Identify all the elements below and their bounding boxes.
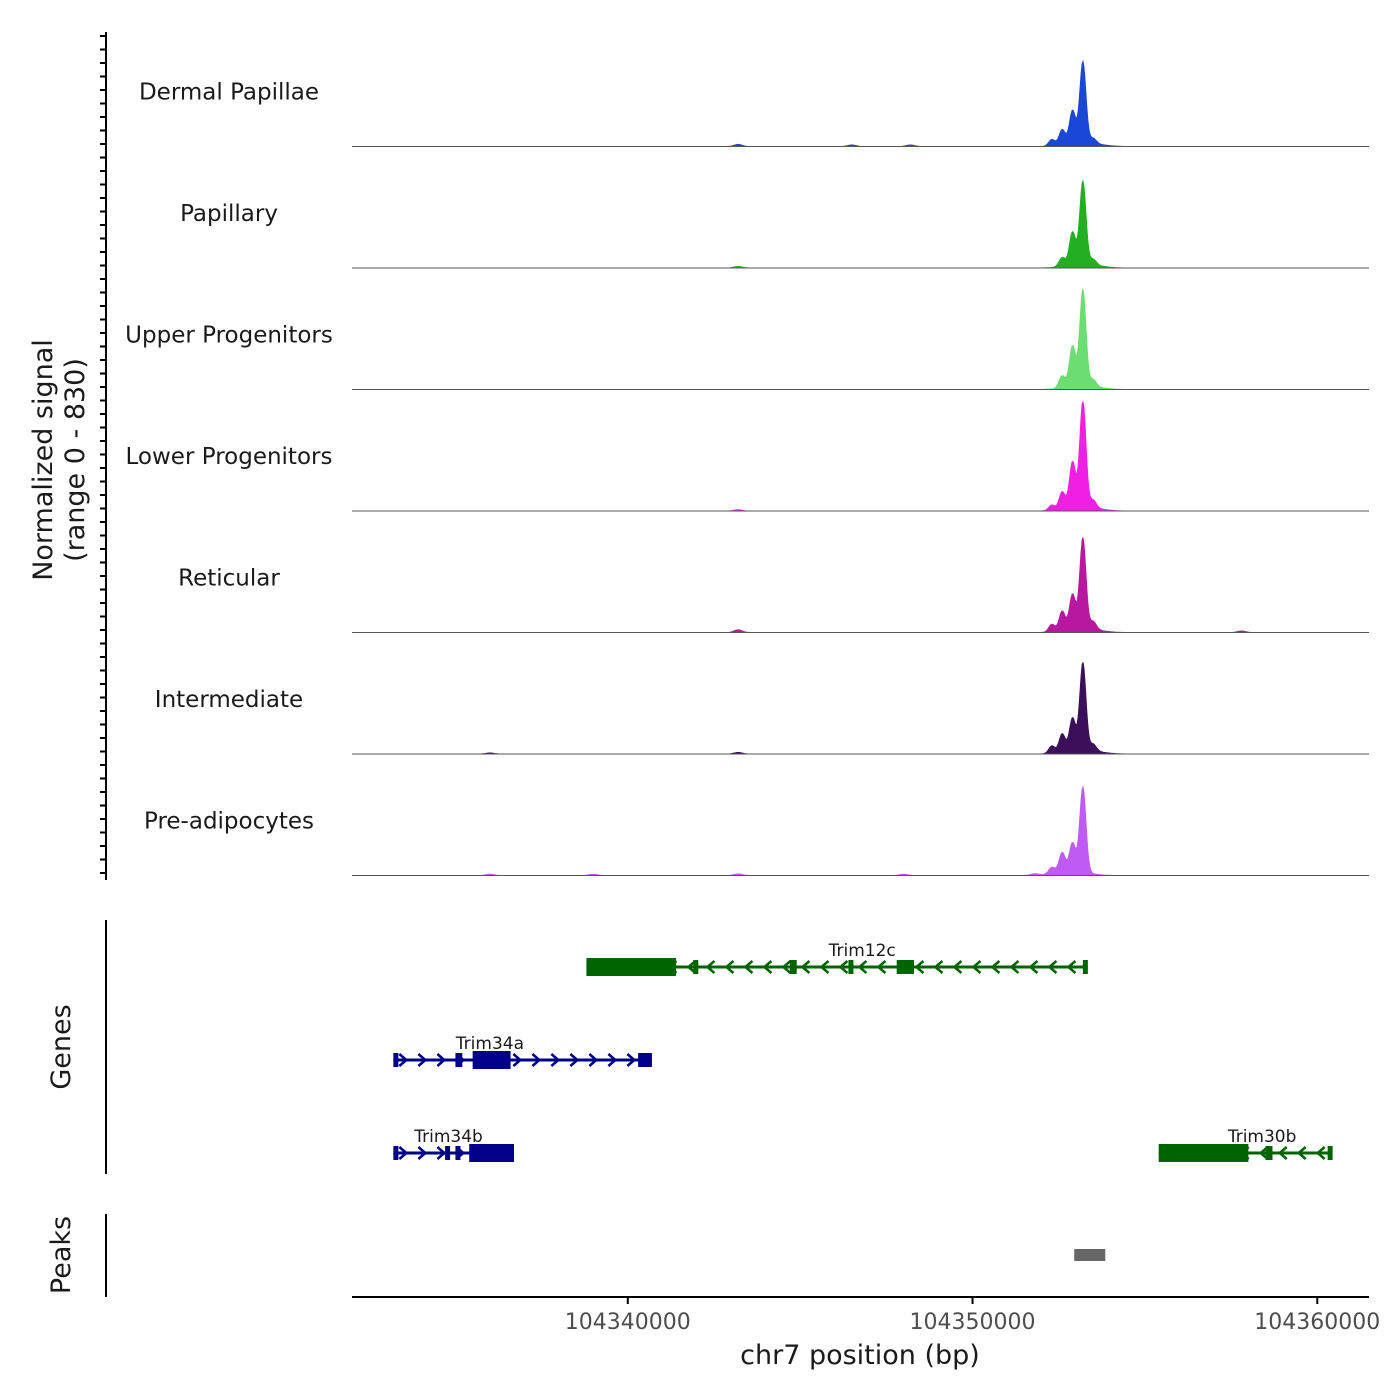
signal-y-label-line2: (range 0 - 830): [60, 358, 91, 562]
track-label: Papillary: [180, 201, 278, 227]
strand-arrow: [800, 960, 811, 974]
coverage-area: [352, 288, 1369, 390]
strand-arrow: [550, 1053, 561, 1067]
track-label: Pre-adipocytes: [144, 809, 314, 835]
strand-arrow: [743, 960, 754, 974]
x-tick-label: 104350000: [910, 1310, 1036, 1335]
strand-arrow: [436, 1053, 447, 1067]
strand-arrow: [914, 960, 925, 974]
strand-arrow: [626, 1053, 637, 1067]
strand-arrow: [569, 1053, 580, 1067]
gene: Trim12c: [586, 941, 1088, 976]
strand-arrow: [607, 1053, 618, 1067]
strand-arrow: [933, 960, 944, 974]
gene-label: Trim30b: [1227, 1127, 1297, 1147]
gene-exon: [469, 1144, 515, 1162]
gene-exon: [393, 1146, 399, 1160]
strand-arrow: [857, 960, 868, 974]
peaks-label: Peaks: [46, 1216, 77, 1294]
signal-y-label-line1: Normalized signal: [28, 339, 59, 581]
strand-arrow: [1028, 960, 1039, 974]
strand-arrow: [417, 1146, 428, 1160]
track-label: Lower Progenitors: [126, 444, 333, 470]
gene-track: Trim12c Trim34a Trim34b Trim30b: [393, 941, 1333, 1162]
track-label: Reticular: [178, 566, 280, 592]
gene-label: Trim12c: [828, 941, 896, 961]
gene-exon: [455, 1146, 461, 1160]
strand-arrow: [398, 1053, 409, 1067]
strand-arrow: [762, 960, 773, 974]
strand-arrow: [531, 1053, 542, 1067]
gene-exon: [455, 1053, 463, 1067]
coverage-track: Intermediate: [155, 661, 1369, 755]
strand-arrow: [838, 960, 849, 974]
strand-arrow: [1066, 960, 1077, 974]
gene-exon: [848, 960, 854, 974]
gene-exon: [1265, 1146, 1273, 1160]
strand-arrow: [1047, 960, 1058, 974]
gene-exon: [693, 960, 699, 974]
x-axis-ticks: 104340000 104350000 104360000: [565, 1297, 1380, 1335]
strand-arrow: [819, 960, 830, 974]
strand-arrow: [436, 1146, 447, 1160]
coverage-track: Pre-adipocytes: [144, 785, 1369, 876]
coverage-tracks: Dermal Papillae Papillary Upper Progenitor…: [125, 59, 1369, 876]
strand-arrow: [588, 1053, 599, 1067]
strand-arrow: [1315, 1146, 1326, 1160]
gene-exon: [789, 960, 797, 974]
gene: Trim30b: [1158, 1127, 1333, 1162]
gene: Trim34b: [393, 1127, 515, 1162]
strand-arrow: [1009, 960, 1020, 974]
gene-exon: [1327, 1146, 1333, 1160]
x-tick-label: 104360000: [1254, 1310, 1380, 1335]
x-tick-label: 104340000: [565, 1310, 691, 1335]
strand-arrow: [876, 960, 887, 974]
strand-arrow: [971, 960, 982, 974]
strand-arrow: [512, 1053, 523, 1067]
strand-arrow: [781, 960, 792, 974]
genes-label: Genes: [46, 1004, 77, 1089]
track-label: Intermediate: [155, 687, 303, 713]
gene-exon: [638, 1053, 652, 1067]
gene-exon: [896, 960, 914, 974]
gene-label: Trim34b: [413, 1127, 483, 1147]
coverage-area: [352, 661, 1369, 755]
strand-arrow: [686, 960, 697, 974]
coverage-area: [352, 178, 1369, 269]
gene-exon: [393, 1053, 399, 1067]
coverage-area: [352, 59, 1369, 147]
coverage-area: [352, 537, 1369, 633]
strand-arrow: [990, 960, 1001, 974]
signal-y-axis: [100, 32, 107, 880]
gene: Trim34a: [393, 1034, 652, 1069]
strand-arrow: [1277, 1146, 1288, 1160]
strand-arrow: [952, 960, 963, 974]
gene-label: Trim34a: [455, 1034, 524, 1054]
coverage-track: Dermal Papillae: [139, 59, 1369, 147]
peak-track: [1074, 1249, 1106, 1261]
coverage-track: Lower Progenitors: [126, 400, 1369, 512]
gene-exon: [1158, 1144, 1249, 1162]
strand-arrow: [1296, 1146, 1307, 1160]
x-axis-title: chr7 position (bp): [740, 1340, 980, 1371]
track-label: Dermal Papillae: [139, 80, 319, 106]
coverage-track: Reticular: [178, 537, 1369, 633]
strand-arrow: [724, 960, 735, 974]
coverage-area: [352, 785, 1369, 876]
coverage-area: [352, 400, 1369, 512]
gene-exon: [445, 1146, 451, 1160]
strand-arrow: [417, 1053, 428, 1067]
gene-exon: [1082, 960, 1088, 974]
peak-region: [1074, 1249, 1106, 1261]
gene-exon: [586, 958, 677, 976]
strand-arrow: [1258, 1146, 1269, 1160]
track-label: Upper Progenitors: [125, 323, 333, 349]
coverage-track: Upper Progenitors: [125, 288, 1369, 390]
strand-arrow: [705, 960, 716, 974]
coverage-track: Papillary: [180, 178, 1369, 269]
gene-exon: [472, 1051, 511, 1069]
strand-arrow: [398, 1146, 409, 1160]
